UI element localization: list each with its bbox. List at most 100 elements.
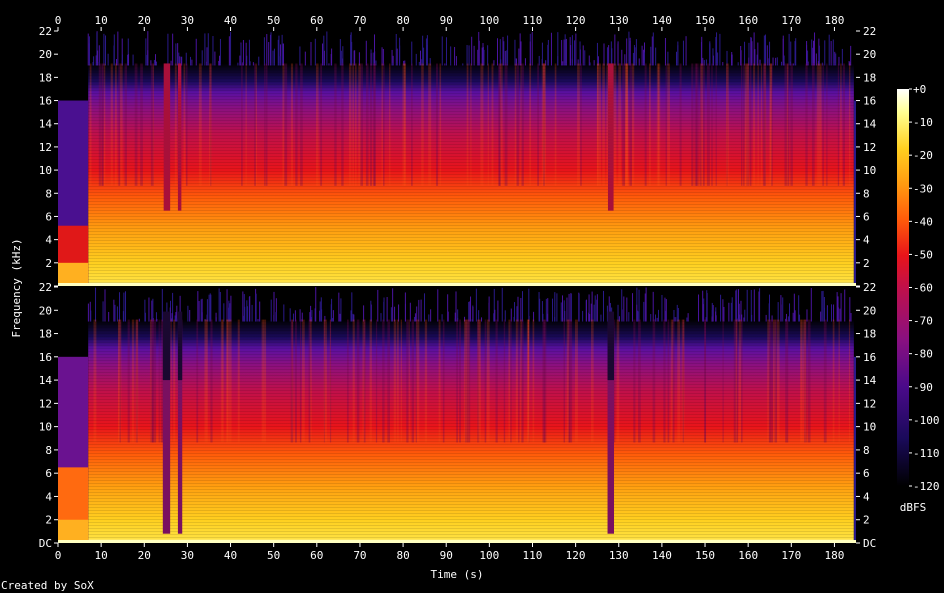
intro-bass-band: [58, 519, 89, 543]
x-tick-label-bottom: 10: [95, 549, 108, 562]
x-tick-label-bottom: 120: [566, 549, 586, 562]
x-tick-label-top: 30: [181, 14, 194, 27]
y-tick-label-right: 8: [863, 444, 870, 457]
x-tick-label-bottom: 20: [138, 549, 151, 562]
y-tick-label-left: 6: [45, 210, 52, 223]
y-axis-label: Frequency (kHz): [10, 238, 23, 337]
quiet-gap-top: [177, 311, 183, 381]
y-tick-label-right: 12: [863, 397, 876, 410]
x-tick-label-bottom: 0: [55, 549, 62, 562]
x-tick-label-bottom: 160: [738, 549, 758, 562]
quiet-gap: [163, 63, 171, 211]
y-tick-label-right: 16: [863, 95, 876, 108]
y-tick-label-right: 8: [863, 187, 870, 200]
quiet-gap-top: [607, 311, 615, 381]
y-tick-label-right: 18: [863, 328, 876, 341]
y-tick-label-right: 10: [863, 421, 876, 434]
colorbar-tick-label: -80: [913, 348, 933, 361]
colorbar-tick-label: -50: [913, 248, 933, 261]
y-tick-label-left: 16: [39, 351, 52, 364]
x-tick-label-bottom: 50: [267, 549, 280, 562]
x-tick-label-top: 50: [267, 14, 280, 27]
x-tick-label-top: 20: [138, 14, 151, 27]
y-tick-label-left: 16: [39, 95, 52, 108]
x-tick-label-top: 100: [479, 14, 499, 27]
quiet-gap: [607, 63, 614, 211]
x-tick-label-bottom: 60: [310, 549, 323, 562]
y-tick-label-left: 18: [39, 71, 52, 84]
ending-fade: [853, 356, 856, 543]
quiet-gap: [177, 63, 182, 211]
x-tick-label-top: 10: [95, 14, 108, 27]
y-tick-label-right: 2: [863, 257, 870, 270]
x-tick-label-top: 170: [781, 14, 801, 27]
y-tick-label-left: 14: [39, 374, 53, 387]
harmonic-stripes: [88, 319, 854, 543]
x-tick-label-top: 70: [353, 14, 366, 27]
y-tick-label-left: 18: [39, 328, 52, 341]
y-tick-label-left: 20: [39, 304, 52, 317]
y-tick-label-right: 6: [863, 467, 870, 480]
x-tick-label-bottom: 180: [824, 549, 844, 562]
colorbar-tick-label: -20: [913, 149, 933, 162]
x-tick-label-top: 130: [609, 14, 629, 27]
colorbar-tick-label: -120: [913, 480, 940, 493]
x-tick-label-bottom: 80: [396, 549, 409, 562]
y-tick-label-right: 10: [863, 164, 876, 177]
colorbar-tick-label: +0: [913, 83, 926, 96]
quiet-gap-top: [162, 311, 171, 381]
x-tick-label-top: 110: [523, 14, 543, 27]
x-tick-label-bottom: 70: [353, 549, 366, 562]
channel-2-spectrogram: [58, 287, 856, 543]
channel-1-spectrogram: [58, 31, 856, 286]
quiet-gap: [162, 319, 171, 534]
colorbar-tick-label: -10: [913, 116, 933, 129]
y-tick-label-left: 6: [45, 467, 52, 480]
y-tick-label-right: 20: [863, 48, 876, 61]
colorbar-gradient: [897, 89, 909, 486]
x-tick-label-bottom: 140: [652, 549, 672, 562]
y-tick-label-left: 14: [39, 118, 53, 131]
y-tick-label-right: 2: [863, 514, 870, 527]
x-tick-label-top: 160: [738, 14, 758, 27]
quiet-gap: [607, 319, 615, 534]
x-tick-label-bottom: 100: [479, 549, 499, 562]
x-tick-label-top: 140: [652, 14, 672, 27]
y-tick-label-left: 4: [45, 234, 52, 247]
x-axis-label: Time (s): [431, 568, 484, 581]
y-tick-label-left: 22: [39, 25, 52, 38]
credit-text: Created by SoX: [1, 579, 94, 592]
x-tick-label-bottom: 110: [523, 549, 543, 562]
harmonic-stripes: [88, 63, 854, 286]
colorbar-label: dBFS: [900, 501, 927, 514]
colorbar-tick-label: -40: [913, 215, 933, 228]
y-tick-label-left: 10: [39, 164, 52, 177]
y-tick-label-left: 8: [45, 444, 52, 457]
y-tick-label-right: 4: [863, 234, 870, 247]
x-tick-label-bottom: 90: [440, 549, 453, 562]
x-tick-label-top: 40: [224, 14, 237, 27]
colorbar-tick-label: -30: [913, 182, 933, 195]
x-tick-label-top: 180: [824, 14, 844, 27]
x-tick-label-top: 60: [310, 14, 323, 27]
y-tick-label-right: 14: [863, 118, 877, 131]
colorbar-tick-label: -90: [913, 381, 933, 394]
spectrogram-panels: [58, 31, 856, 543]
x-tick-label-top: 90: [440, 14, 453, 27]
y-tick-label-right: 22: [863, 281, 876, 294]
x-tick-label-bottom: 150: [695, 549, 715, 562]
dc-line: [58, 283, 856, 286]
colorbar-tick-label: -110: [913, 447, 940, 460]
ending-fade: [853, 100, 856, 286]
y-tick-label-left: 12: [39, 141, 52, 154]
y-tick-label-left: 12: [39, 397, 52, 410]
colorbar-tick-label: -100: [913, 414, 940, 427]
intro-bass-band: [58, 262, 89, 286]
y-tick-label-left: 10: [39, 421, 52, 434]
y-tick-label-left: 20: [39, 48, 52, 61]
quiet-gap: [177, 319, 183, 534]
y-tick-label-right: 22: [863, 25, 876, 38]
y-tick-label-left: DC: [39, 537, 52, 550]
